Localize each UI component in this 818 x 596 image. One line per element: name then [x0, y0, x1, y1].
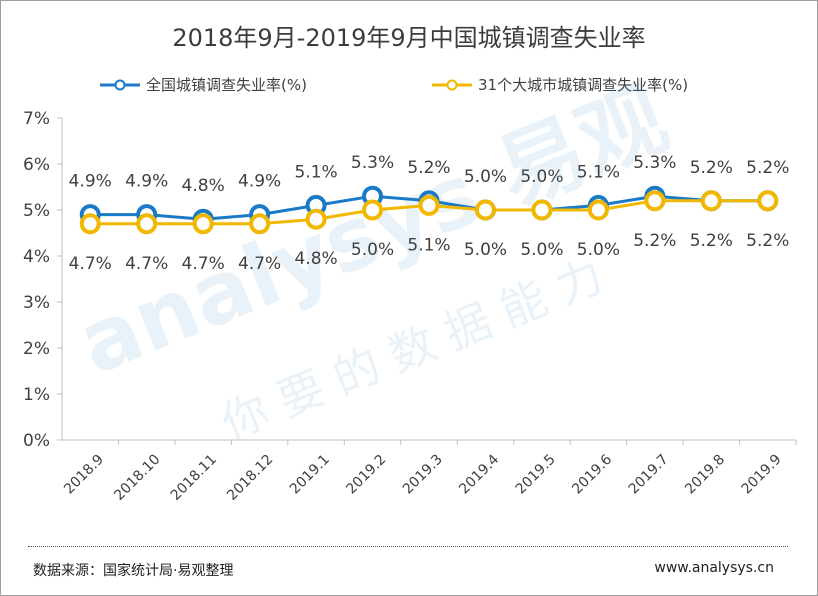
legend-item-31-cities: 31个大城市城镇调查失业率(%): [432, 74, 688, 95]
data-label-31-cities: 4.8%: [294, 249, 337, 269]
data-label-national: 5.2%: [746, 158, 789, 178]
data-point-1: [192, 213, 214, 235]
data-point-1: [362, 199, 384, 221]
x-tick-label: 2018.10: [111, 452, 163, 504]
x-tick-label: 2018.12: [224, 452, 276, 504]
data-point-1: [305, 208, 327, 230]
data-label-31-cities: 5.2%: [690, 231, 733, 251]
x-tick-label: 2019.2: [343, 452, 389, 498]
legend-marker-31-cities: [432, 79, 472, 90]
data-label-national: 5.2%: [690, 158, 733, 178]
x-tick-label: 2019.5: [513, 452, 559, 498]
data-point-1: [757, 190, 779, 212]
footer-divider: [28, 546, 788, 547]
chart-title: 2018年9月-2019年9月中国城镇调查失业率: [172, 24, 646, 52]
data-label-national: 5.2%: [407, 158, 450, 178]
data-point-1: [700, 190, 722, 212]
data-labels: 4.9% 4.9% 4.8% 4.9% 5.1% 5.3% 5.2% 5.0% 5.0% 5.1%…: [69, 153, 790, 274]
y-tick-label: 7%: [23, 109, 50, 129]
data-label-national: 5.0%: [520, 167, 563, 187]
y-tick-label: 6%: [23, 155, 50, 175]
data-label-31-cities: 5.0%: [520, 240, 563, 260]
series-points: [79, 185, 779, 235]
data-label-31-cities: 5.2%: [746, 231, 789, 251]
data-label-national: 5.3%: [633, 153, 676, 173]
data-label-31-cities: 5.2%: [633, 231, 676, 251]
y-tick-label: 0%: [23, 431, 50, 451]
data-label-national: 4.8%: [182, 176, 225, 196]
data-label-national: 4.9%: [125, 172, 168, 192]
data-point-1: [136, 213, 158, 235]
data-point-1: [249, 213, 271, 235]
y-tick-label: 3%: [23, 293, 50, 313]
data-label-31-cities: 5.0%: [577, 240, 620, 260]
legend-marker-national: [100, 79, 140, 90]
x-tick-label: 2019.7: [626, 452, 672, 498]
x-tick-label: 2019.6: [569, 451, 615, 497]
data-label-31-cities: 5.0%: [351, 240, 394, 260]
data-label-national: 5.1%: [577, 162, 620, 182]
legend-item-national: 全国城镇调查失业率(%): [100, 74, 307, 95]
data-label-31-cities: 4.7%: [125, 254, 168, 274]
x-tick-label: 2018.11: [168, 452, 220, 504]
data-point-1: [418, 194, 440, 216]
data-label-31-cities: 4.7%: [182, 254, 225, 274]
data-label-national: 5.3%: [351, 153, 394, 173]
site-url: www.analysys.cn: [654, 560, 774, 576]
y-tick-label: 4%: [23, 247, 50, 267]
data-label-31-cities: 5.1%: [407, 235, 450, 255]
data-label-31-cities: 5.0%: [464, 240, 507, 260]
source-note: 数据来源：国家统计局·易观整理: [33, 563, 234, 579]
data-point-1: [474, 199, 496, 221]
legend-label-31-cities: 31个大城市城镇调查失业率(%): [478, 76, 689, 94]
x-tick-label: 2019.4: [456, 451, 502, 497]
data-label-31-cities: 4.7%: [238, 254, 281, 274]
data-label-31-cities: 4.7%: [69, 254, 112, 274]
x-tick-label: 2019.3: [400, 452, 446, 498]
data-point-1: [79, 213, 101, 235]
data-point-1: [531, 199, 553, 221]
x-tick-label: 2018.9: [61, 452, 107, 498]
y-tick-label: 2%: [23, 339, 50, 359]
data-point-1: [644, 190, 666, 212]
y-tick-label: 5%: [23, 201, 50, 221]
data-point-1: [587, 199, 609, 221]
data-label-national: 5.0%: [464, 167, 507, 187]
data-label-national: 4.9%: [238, 172, 281, 192]
legend-label-national: 全国城镇调查失业率(%): [146, 76, 307, 94]
x-tick-label: 2019.9: [739, 452, 785, 498]
data-label-national: 4.9%: [69, 172, 112, 192]
y-tick-label: 1%: [23, 385, 50, 405]
x-tick-label: 2019.8: [682, 452, 728, 498]
data-label-national: 5.1%: [294, 162, 337, 182]
x-tick-label: 2019.1: [287, 452, 333, 498]
